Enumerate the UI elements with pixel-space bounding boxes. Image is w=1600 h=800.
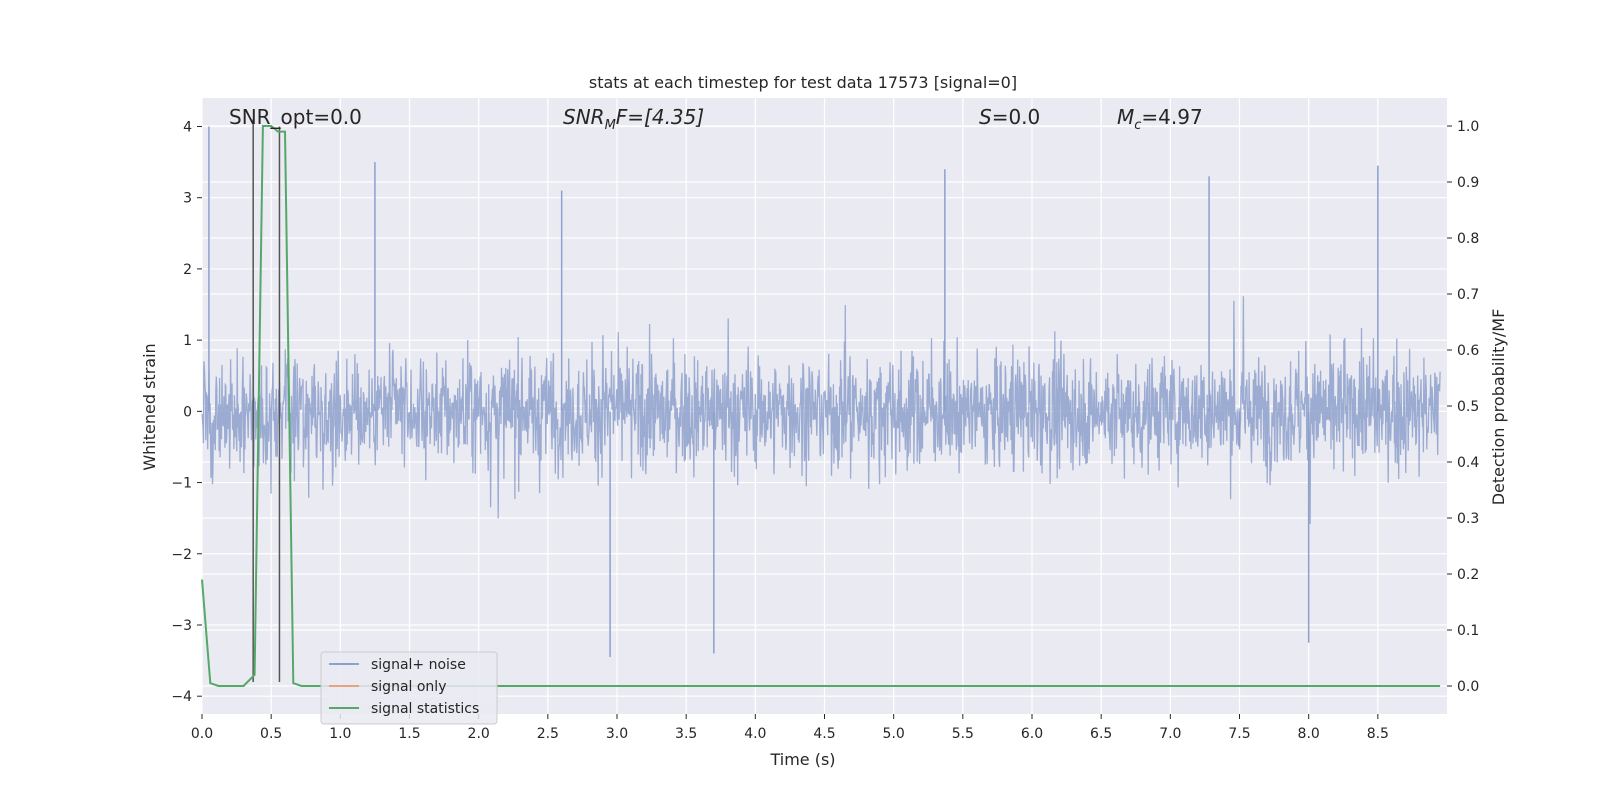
left-y-tick-label-0: −4 — [171, 689, 192, 705]
x-tick-label-2: 1.0 — [329, 726, 351, 742]
mc-rest: =4.97 — [1141, 105, 1202, 129]
x-tick-label-4: 2.0 — [468, 726, 490, 742]
legend: signal+ noise signal only signal statist… — [320, 651, 498, 725]
signal-statistics-series — [201, 125, 1441, 687]
signal-noise-series — [201, 126, 1441, 658]
left-y-tick-label-1: −3 — [171, 618, 192, 634]
grid — [201, 98, 1447, 714]
right-y-axis-label: Detection probability/MF — [1489, 309, 1508, 506]
s-symbol: S — [979, 105, 992, 129]
signal-statistics-line — [201, 125, 1441, 687]
annotation-snr-opt: SNR_opt=0.0 — [229, 105, 362, 129]
left-y-tick-label-2: −2 — [171, 547, 192, 563]
annotation-mc: Mc=4.97 — [1117, 105, 1203, 133]
x-tick-label-7: 3.5 — [675, 726, 697, 742]
right-y-tick-label-2: 0.2 — [1457, 567, 1479, 583]
left-y-tick-label-7: 3 — [183, 191, 192, 207]
x-tick-label-12: 6.0 — [1021, 726, 1043, 742]
x-tick-label-13: 6.5 — [1090, 726, 1112, 742]
x-tick-label-15: 7.5 — [1228, 726, 1250, 742]
chart-title: stats at each timestep for test data 175… — [589, 73, 1017, 92]
left-y-axis-label: Whitened strain — [140, 343, 159, 470]
snr-mf-rest: F=[4.35] — [616, 105, 704, 129]
x-tick-label-3: 1.5 — [398, 726, 420, 742]
x-tick-label-9: 4.5 — [813, 726, 835, 742]
x-tick-label-16: 8.0 — [1298, 726, 1320, 742]
right-y-tick-label-10: 1.0 — [1457, 119, 1479, 135]
right-y-tick-label-0: 0.0 — [1457, 679, 1479, 695]
s-rest: =0.0 — [992, 105, 1041, 129]
snr-mf-symbol: SNR — [563, 105, 605, 129]
legend-label-signal-noise: signal+ noise — [371, 657, 466, 673]
right-y-tick-label-7: 0.7 — [1457, 287, 1479, 303]
legend-box — [320, 651, 498, 725]
x-axis-label: Time (s) — [769, 750, 835, 769]
legend-label-signal-statistics: signal statistics — [371, 701, 479, 717]
right-y-tick-label-6: 0.6 — [1457, 343, 1479, 359]
x-tick-label-5: 2.5 — [537, 726, 559, 742]
right-y-tick-label-1: 0.1 — [1457, 623, 1479, 639]
left-y-tick-label-6: 2 — [183, 262, 192, 278]
mc-subscript: c — [1134, 118, 1141, 133]
snr-mf-subscript: M — [605, 118, 616, 133]
annotation-snr-mf: SNRMF=[4.35] — [563, 105, 704, 133]
x-tick-label-17: 8.5 — [1367, 726, 1389, 742]
left-y-axis-ticks: −4 −3 −2 −1 0 1 2 3 4 — [171, 119, 202, 705]
left-y-tick-label-8: 4 — [183, 119, 192, 135]
x-tick-label-14: 7.0 — [1159, 726, 1181, 742]
right-y-tick-label-9: 0.9 — [1457, 175, 1479, 191]
right-y-tick-label-3: 0.3 — [1457, 511, 1479, 527]
x-tick-label-10: 5.0 — [883, 726, 905, 742]
left-y-tick-label-5: 1 — [183, 333, 192, 349]
x-tick-label-0: 0.0 — [191, 726, 213, 742]
x-tick-label-8: 4.0 — [744, 726, 766, 742]
left-y-tick-label-4: 0 — [183, 404, 192, 420]
right-y-tick-label-8: 0.8 — [1457, 231, 1479, 247]
x-tick-label-11: 5.5 — [952, 726, 974, 742]
legend-label-signal-only: signal only — [371, 679, 446, 695]
annotation-s: S=0.0 — [979, 105, 1040, 129]
right-y-axis-ticks: 0.0 0.1 0.2 0.3 0.4 0.5 0.6 0.7 0.8 0.9 1.0 — [1447, 119, 1479, 695]
mc-symbol: M — [1117, 105, 1134, 129]
left-y-tick-label-3: −1 — [171, 476, 192, 492]
right-y-tick-label-4: 0.4 — [1457, 455, 1479, 471]
right-y-tick-label-5: 0.5 — [1457, 399, 1479, 415]
x-tick-label-6: 3.0 — [606, 726, 628, 742]
x-axis-ticks: 0.0 0.5 1.0 1.5 2.0 2.5 3.0 3.5 4.0 4.5 5.0 5.5 6.0 6… — [191, 714, 1389, 742]
signal-noise-line — [201, 296, 1441, 525]
vertical-markers — [252, 119, 281, 682]
x-tick-label-1: 0.5 — [260, 726, 282, 742]
